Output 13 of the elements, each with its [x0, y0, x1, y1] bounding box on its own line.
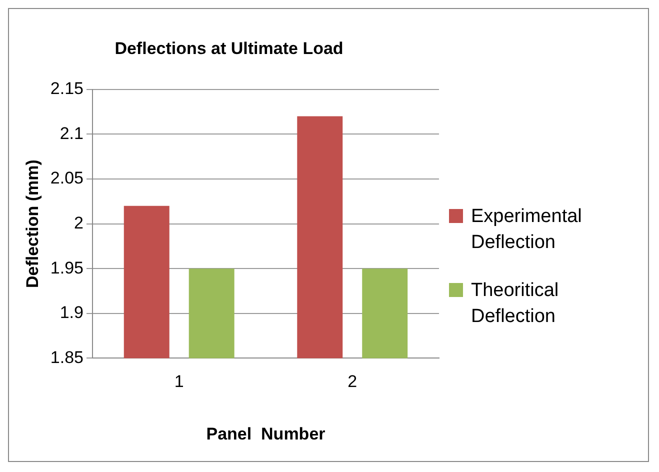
- x-axis-title: Panel Number: [206, 424, 326, 444]
- y-tick-label: 1.9: [60, 303, 84, 322]
- y-tick-label: 2.05: [50, 168, 84, 188]
- chart-title: Deflections at Ultimate Load: [114, 38, 344, 58]
- legend-label: Experimental Deflection: [471, 205, 583, 255]
- y-tick-label: 1.95: [50, 258, 84, 278]
- y-tick-label: 2.15: [50, 79, 84, 98]
- y-tick-label: 2.1: [60, 124, 84, 143]
- x-tick-label: 1: [174, 372, 184, 392]
- legend-label: Theoritical Deflection: [471, 279, 560, 329]
- y-tick-label: 2: [74, 213, 84, 232]
- y-axis-title: Deflection (mm): [22, 160, 42, 288]
- y-tick-label: 1.85: [50, 348, 84, 367]
